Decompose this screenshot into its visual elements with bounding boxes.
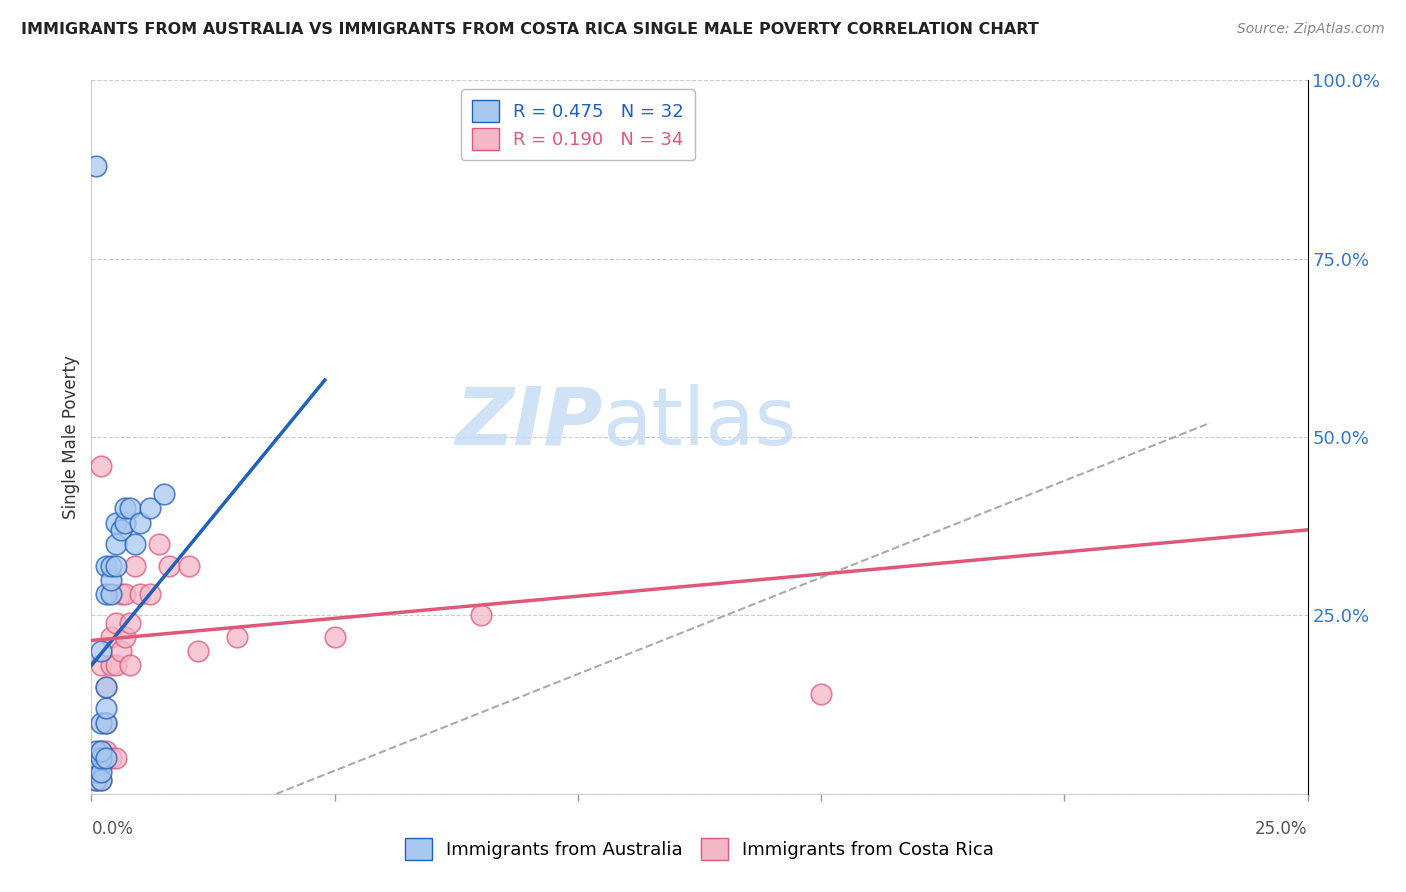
Point bbox=[104, 516, 127, 530]
Point bbox=[177, 558, 200, 573]
Point bbox=[90, 758, 112, 772]
Point bbox=[94, 744, 117, 758]
Point bbox=[90, 458, 112, 473]
Point bbox=[94, 751, 117, 765]
Point bbox=[120, 501, 142, 516]
Point bbox=[90, 715, 112, 730]
Point bbox=[187, 644, 209, 658]
Point bbox=[84, 751, 107, 765]
Point bbox=[84, 772, 107, 787]
Point bbox=[100, 573, 122, 587]
Legend: Immigrants from Australia, Immigrants from Costa Rica: Immigrants from Australia, Immigrants fr… bbox=[394, 827, 1005, 871]
Point bbox=[100, 751, 122, 765]
Point bbox=[104, 751, 127, 765]
Point bbox=[84, 751, 107, 765]
Text: ZIP: ZIP bbox=[454, 384, 602, 462]
Point bbox=[84, 765, 107, 780]
Point bbox=[114, 516, 136, 530]
Point bbox=[104, 537, 127, 551]
Point bbox=[114, 587, 136, 601]
Point bbox=[470, 608, 492, 623]
Point bbox=[124, 558, 146, 573]
Point bbox=[84, 765, 107, 780]
Point bbox=[100, 658, 122, 673]
Point bbox=[139, 587, 162, 601]
Point bbox=[139, 501, 162, 516]
Point bbox=[110, 587, 132, 601]
Point bbox=[157, 558, 180, 573]
Point bbox=[104, 615, 127, 630]
Y-axis label: Single Male Poverty: Single Male Poverty bbox=[62, 355, 80, 519]
Point bbox=[90, 751, 112, 765]
Text: IMMIGRANTS FROM AUSTRALIA VS IMMIGRANTS FROM COSTA RICA SINGLE MALE POVERTY CORR: IMMIGRANTS FROM AUSTRALIA VS IMMIGRANTS … bbox=[21, 22, 1039, 37]
Point bbox=[104, 558, 127, 573]
Point bbox=[90, 658, 112, 673]
Point bbox=[90, 644, 112, 658]
Point bbox=[94, 558, 117, 573]
Point bbox=[90, 772, 112, 787]
Text: 0.0%: 0.0% bbox=[91, 820, 134, 838]
Point bbox=[810, 687, 832, 701]
Point bbox=[94, 701, 117, 715]
Point bbox=[120, 658, 142, 673]
Point bbox=[84, 744, 107, 758]
Point bbox=[110, 644, 132, 658]
Point bbox=[129, 587, 152, 601]
Point bbox=[148, 537, 170, 551]
Point bbox=[90, 772, 112, 787]
Point bbox=[100, 630, 122, 644]
Point bbox=[110, 523, 132, 537]
Text: atlas: atlas bbox=[602, 384, 797, 462]
Point bbox=[94, 715, 117, 730]
Point bbox=[94, 680, 117, 694]
Point bbox=[90, 744, 112, 758]
Point bbox=[226, 630, 249, 644]
Point bbox=[120, 615, 142, 630]
Text: Source: ZipAtlas.com: Source: ZipAtlas.com bbox=[1237, 22, 1385, 37]
Point bbox=[84, 159, 107, 173]
Point bbox=[114, 630, 136, 644]
Point bbox=[90, 765, 112, 780]
Point bbox=[84, 772, 107, 787]
Point bbox=[114, 501, 136, 516]
Point bbox=[129, 516, 152, 530]
Point bbox=[100, 587, 122, 601]
Point bbox=[84, 758, 107, 772]
Point bbox=[104, 658, 127, 673]
Point bbox=[94, 587, 117, 601]
Text: 25.0%: 25.0% bbox=[1256, 820, 1308, 838]
Point bbox=[100, 558, 122, 573]
Point bbox=[323, 630, 346, 644]
Point bbox=[94, 680, 117, 694]
Point bbox=[153, 487, 176, 501]
Point bbox=[90, 744, 112, 758]
Point bbox=[94, 715, 117, 730]
Point bbox=[124, 537, 146, 551]
